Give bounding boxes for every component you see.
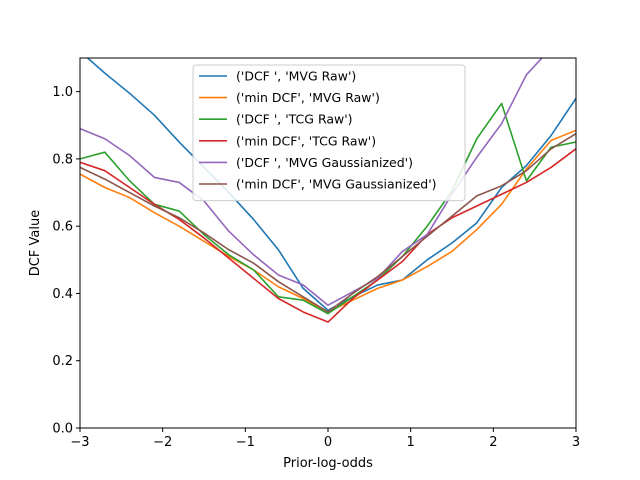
x-tick-label: 2 (489, 435, 497, 450)
x-tick-label: 0 (324, 435, 332, 450)
series-line-5 (80, 58, 543, 307)
x-tick-label: −2 (153, 435, 172, 450)
y-tick-label: 0.6 (52, 220, 73, 235)
x-tick-label: 3 (572, 435, 580, 450)
legend: ('DCF ', 'MVG Raw') ('min DCF', 'MVG Raw'… (192, 64, 466, 202)
y-tick-label: 0.2 (52, 354, 73, 369)
y-tick-label: 1.0 (52, 85, 73, 100)
legend-entry-label: ('min DCF', 'TCG Raw') (236, 133, 376, 148)
legend-entry-label: ('DCF ', 'MVG Gaussianized') (236, 155, 413, 170)
y-tick-label: 0.8 (52, 152, 73, 167)
x-tick-label: −3 (70, 435, 89, 450)
y-tick-label: 0.4 (52, 287, 73, 302)
legend-entry-label: ('min DCF', 'MVG Raw') (236, 90, 380, 105)
x-tick-label: −1 (236, 435, 255, 450)
y-axis: 0.0 0.2 0.4 0.6 0.8 1.0 (52, 85, 80, 437)
series-line-1 (86, 58, 576, 312)
legend-entry-label: ('DCF ', 'MVG Raw') (236, 69, 356, 84)
legend-entry-label: ('DCF ', 'TCG Raw') (236, 112, 353, 127)
y-axis-label: DCF Value (28, 210, 43, 276)
series-line-3 (80, 102, 576, 315)
legend-entry-label: ('min DCF', 'MVG Gaussianized') (236, 177, 437, 192)
y-tick-label: 0.0 (52, 422, 73, 437)
x-tick-label: 1 (407, 435, 415, 450)
series-line-6 (80, 132, 576, 313)
legend-box (192, 64, 466, 202)
x-axis-label: Prior-log-odds (283, 456, 373, 471)
x-axis: −3 −2 −1 0 1 2 3 (70, 428, 580, 450)
series-layer (80, 58, 576, 323)
